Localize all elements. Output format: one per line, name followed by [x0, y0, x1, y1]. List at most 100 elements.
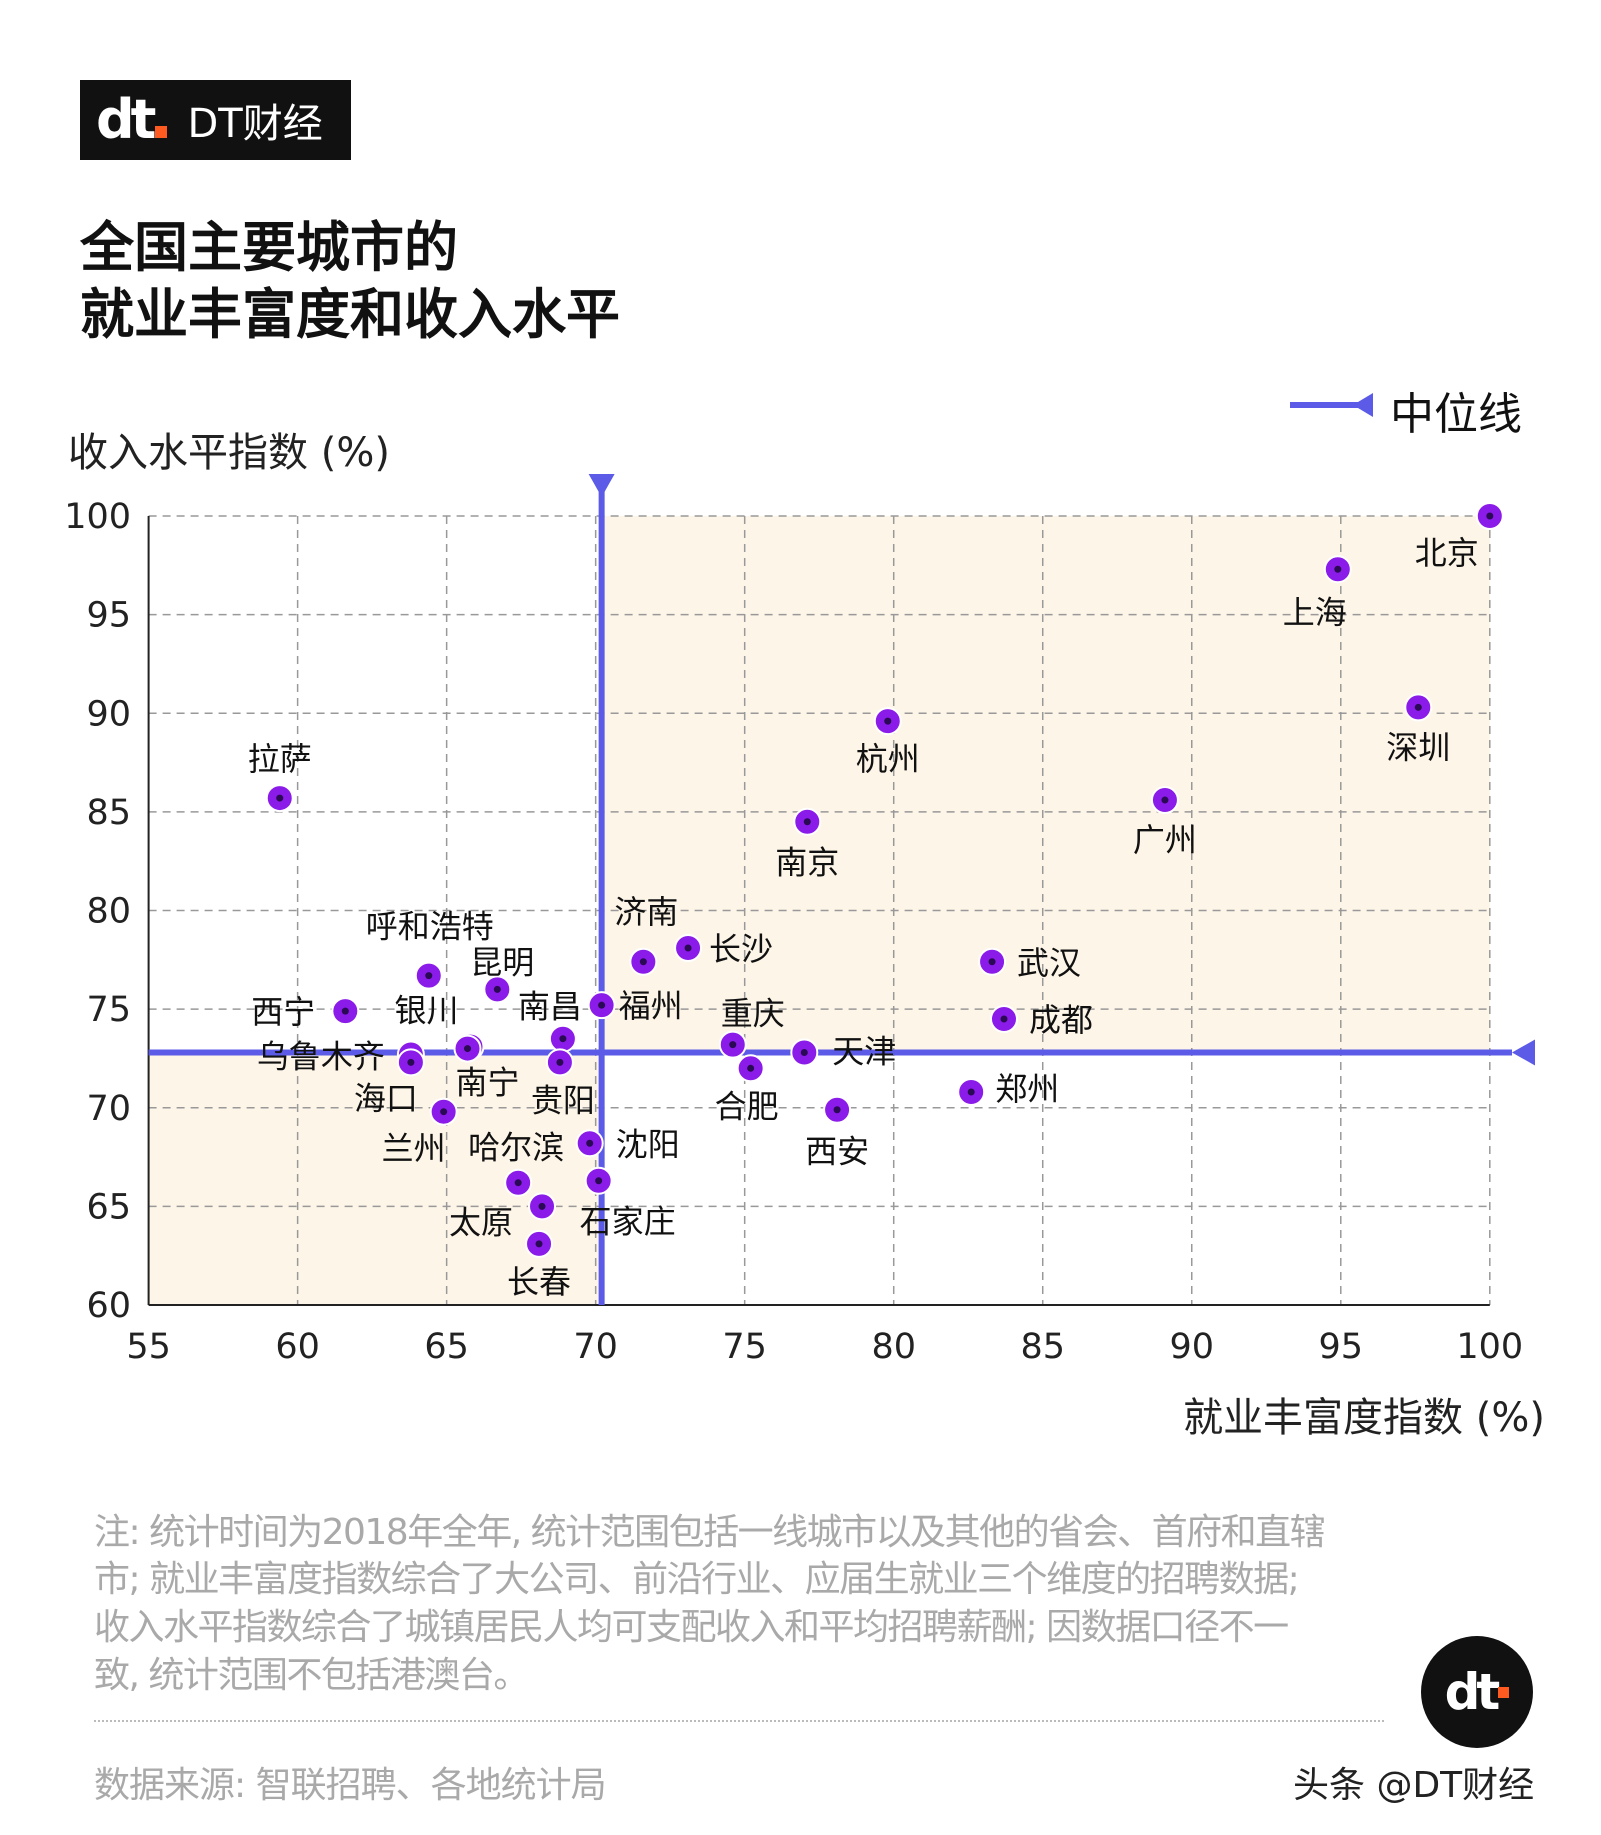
x-tick-label: 80: [871, 1327, 916, 1367]
median-legend-icon: [1290, 393, 1373, 417]
x-tick-label: 100: [1456, 1327, 1523, 1367]
point-label: 沈阳: [616, 1125, 680, 1163]
data-point-center: [1486, 512, 1494, 520]
data-point-center: [729, 1041, 737, 1049]
brand-logo: dt DT财经: [80, 80, 351, 160]
y-tick-label: 85: [86, 793, 131, 833]
data-source: 数据来源: 智联招聘、各地统计局: [94, 1765, 607, 1806]
dt-logo-mark-icon: dt: [96, 93, 168, 147]
point-label: 长春: [507, 1263, 571, 1301]
point-label: 成都: [1029, 1001, 1093, 1039]
divider: [94, 1720, 1384, 1722]
data-point-center: [1334, 565, 1342, 573]
data-point-center: [586, 1139, 594, 1147]
data-point-center: [595, 1177, 603, 1185]
point-label: 西安: [805, 1133, 869, 1171]
point-label: 杭州: [856, 740, 920, 778]
x-tick-label: 65: [424, 1327, 469, 1367]
data-point-center: [747, 1064, 755, 1072]
y-tick-label: 80: [86, 892, 131, 932]
chart-title-line-1: 全国主要城市的: [80, 216, 458, 279]
data-point-center: [639, 958, 647, 966]
data-point-center: [598, 1001, 606, 1009]
point-label: 海口: [354, 1079, 418, 1117]
data-point-center: [341, 1007, 349, 1015]
y-tick-label: 95: [86, 596, 131, 636]
point-label: 拉萨: [248, 740, 312, 778]
point-label: 乌鲁木齐: [257, 1037, 385, 1075]
y-tick-label: 65: [86, 1187, 131, 1227]
data-point-center: [464, 1045, 472, 1053]
data-point-center: [535, 1240, 543, 1248]
y-tick-label: 70: [86, 1089, 131, 1129]
point-label: 兰州: [382, 1130, 446, 1168]
data-point-center: [1414, 703, 1422, 711]
credit-watermark: 头条 @DT财经: [1293, 1765, 1535, 1806]
x-tick-label: 90: [1169, 1327, 1214, 1367]
data-point-center: [988, 958, 996, 966]
data-point-center: [884, 717, 892, 725]
point-label: 北京: [1415, 534, 1479, 572]
data-point-center: [538, 1202, 546, 1210]
point-label: 石家庄: [580, 1203, 676, 1241]
note-line-3: 收入水平指数综合了城镇居民人均可支配收入和平均招聘薪酬; 因数据口径不一: [94, 1607, 1289, 1648]
data-point-center: [800, 1049, 808, 1057]
y-tick-label: 75: [86, 990, 131, 1030]
point-label: 福州: [619, 987, 683, 1025]
scatter-chart: 55 60 65 70 75 80 85 90 95 1006065707580859095100…: [64, 474, 1535, 1367]
data-point-center: [493, 985, 501, 993]
point-label: 呼和浩特: [366, 908, 494, 946]
x-tick-label: 95: [1319, 1327, 1364, 1367]
point-label: 长沙: [709, 930, 773, 968]
median-x-arrow-icon: [588, 474, 615, 497]
point-label: 南宁: [455, 1064, 519, 1102]
data-point-center: [1000, 1015, 1008, 1023]
point-label: 重庆: [721, 995, 785, 1033]
data-point-center: [559, 1035, 567, 1043]
point-label: 南昌: [518, 988, 582, 1026]
chart-title-line-2: 就业丰富度和收入水平: [80, 283, 620, 346]
x-tick-label: 60: [275, 1327, 320, 1367]
point-label: 合肥: [715, 1087, 779, 1125]
point-label: 南京: [775, 844, 839, 882]
data-point-center: [803, 818, 811, 826]
point-label: 郑州: [995, 1070, 1059, 1108]
point-label: 昆明: [470, 943, 534, 981]
data-point-center: [440, 1108, 448, 1116]
dt-circle-logo-icon: dt: [1421, 1636, 1533, 1748]
brand-name: DT财经: [187, 101, 323, 147]
data-point-center: [425, 972, 433, 980]
data-point-center: [407, 1058, 415, 1066]
data-point-center: [1161, 796, 1169, 804]
x-tick-label: 75: [722, 1327, 767, 1367]
point-label: 哈尔滨: [468, 1129, 564, 1167]
note-line-2: 市; 就业丰富度指数综合了大公司、前沿行业、应届生就业三个维度的招聘数据;: [94, 1559, 1300, 1600]
point-label: 天津: [832, 1033, 896, 1071]
median-y-arrow-icon: [1512, 1039, 1535, 1066]
x-axis-title: 就业丰富度指数 (%): [1183, 1395, 1545, 1441]
median-legend-label: 中位线: [1390, 389, 1522, 440]
point-label: 广州: [1133, 821, 1197, 859]
data-point-center: [967, 1088, 975, 1096]
note-line-1: 注: 统计时间为2018年全年, 统计范围包括一线城市以及其他的省会、首府和直辖: [94, 1512, 1326, 1553]
x-tick-label: 70: [573, 1327, 618, 1367]
point-label: 武汉: [1017, 944, 1081, 982]
point-label: 上海: [1283, 593, 1347, 631]
y-axis-title: 收入水平指数 (%): [68, 430, 390, 476]
quadrant-high-high: [601, 516, 1490, 1053]
data-point-center: [514, 1179, 522, 1187]
y-tick-label: 60: [86, 1286, 131, 1326]
x-tick-label: 85: [1020, 1327, 1065, 1367]
data-point-center: [684, 944, 692, 952]
x-tick-label: 55: [126, 1327, 171, 1367]
data-point-center: [276, 794, 284, 802]
point-label: 西宁: [251, 993, 315, 1031]
y-tick-label: 100: [64, 497, 131, 537]
point-label: 银川: [394, 992, 458, 1030]
y-tick-label: 90: [86, 694, 131, 734]
data-point-center: [556, 1058, 564, 1066]
point-label: 深圳: [1386, 728, 1450, 766]
data-point-center: [833, 1106, 841, 1114]
note-line-4: 致, 统计范围不包括港澳台。: [94, 1655, 529, 1696]
point-label: 贵阳: [531, 1081, 595, 1119]
